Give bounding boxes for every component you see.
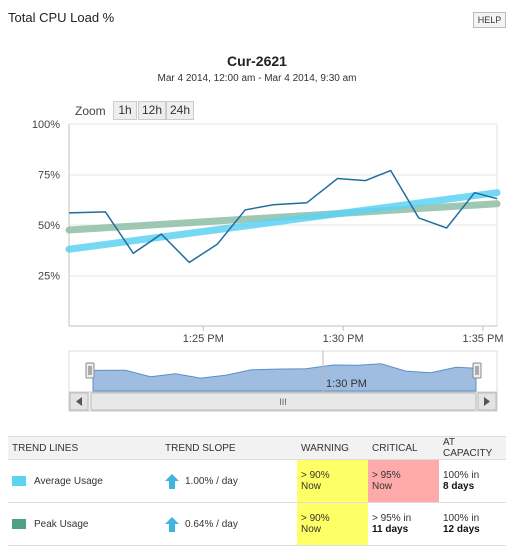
cpu-load-series-line (68, 169, 498, 264)
critical-cell: > 95% Now (368, 459, 439, 503)
zoom-1h-button[interactable]: 1h (113, 101, 137, 120)
warning-time: Now (301, 481, 322, 492)
column-header: CRITICAL (368, 436, 439, 460)
column-header: TREND SLOPE (161, 436, 297, 460)
trend-slope-cell: 1.00% / day (161, 459, 297, 503)
critical-time: Now (372, 481, 393, 492)
warning-threshold: > 90% (301, 513, 330, 524)
table-row: Peak Usage 0.64% / day > 90% Now > 95% in… (8, 502, 506, 546)
chart-subtitle: Mar 4 2014, 12:00 am - Mar 4 2014, 9:30 … (157, 73, 357, 84)
critical-cell: > 95% in 11 days (368, 502, 439, 546)
y-tick-label: 25% (38, 271, 60, 283)
trend-table: TREND LINES TREND SLOPE WARNING CRITICAL… (8, 436, 506, 546)
column-header: WARNING (297, 436, 368, 460)
capacity-time: 8 days (443, 481, 475, 492)
y-tick-label: 75% (38, 170, 60, 182)
scrollbar-grip: III (279, 397, 287, 407)
capacity-time: 12 days (443, 524, 480, 535)
warning-time: Now (301, 524, 322, 535)
trend-line-cell: Average Usage (8, 459, 161, 503)
column-header: TREND LINES (8, 436, 161, 460)
capacity-cell: 100% in 8 days (439, 459, 506, 503)
scrollbar-thumb[interactable] (90, 392, 477, 411)
navigator-right-handle[interactable] (472, 362, 482, 379)
warning-cell: > 90% Now (297, 459, 368, 503)
navigator-left-handle[interactable] (85, 362, 95, 379)
table-row: Average Usage 1.00% / day > 90% Now > 95%… (8, 459, 506, 503)
y-tick-label: 100% (32, 119, 60, 131)
critical-threshold: > 95% (372, 470, 401, 481)
peak-usage-swatch (12, 518, 26, 529)
warning-threshold: > 90% (301, 470, 330, 481)
x-tick-label: 1:30 PM (323, 333, 364, 345)
trend-slope-cell: 0.64% / day (161, 502, 297, 546)
up-arrow-icon (165, 516, 179, 532)
critical-threshold: > 95% in (372, 513, 412, 524)
critical-time: 11 days (372, 524, 409, 535)
up-arrow-icon (165, 473, 179, 489)
average-usage-swatch (12, 475, 26, 486)
help-button[interactable]: HELP (473, 12, 506, 28)
trend-line-name: Average Usage (34, 475, 103, 487)
cpu-load-chart: 1:25 PM 1:30 PM 1:35 PM 100% 75% 50% 25% 1:30… (32, 119, 504, 412)
navigator-tick-label: 1:30 PM (326, 378, 367, 390)
trend-line-cell: Peak Usage (8, 502, 161, 546)
x-tick-label: 1:25 PM (183, 333, 224, 345)
zoom-label: Zoom (75, 104, 106, 118)
column-header: AT CAPACITY (439, 436, 506, 460)
capacity-threshold: 100% in (443, 470, 480, 481)
average-usage-trend-line (65, 200, 501, 234)
capacity-cell: 100% in 12 days (439, 502, 506, 546)
right-arrow-icon (484, 397, 490, 406)
warning-cell: > 90% Now (297, 502, 368, 546)
trend-slope: 1.00% / day (185, 475, 238, 487)
y-tick-label: 50% (38, 220, 60, 232)
trend-line-name: Peak Usage (34, 518, 89, 530)
left-arrow-icon (76, 397, 82, 406)
navigator-area (92, 363, 477, 392)
chart-title: Cur-2621 (227, 53, 287, 69)
x-tick-label: 1:35 PM (463, 333, 504, 345)
panel-title: Total CPU Load % (8, 10, 115, 25)
zoom-24h-button[interactable]: 24h (166, 101, 194, 120)
peak-usage-trend-line (65, 189, 501, 253)
trend-slope: 0.64% / day (185, 518, 238, 530)
zoom-12h-button[interactable]: 12h (138, 101, 166, 120)
capacity-threshold: 100% in (443, 513, 480, 524)
